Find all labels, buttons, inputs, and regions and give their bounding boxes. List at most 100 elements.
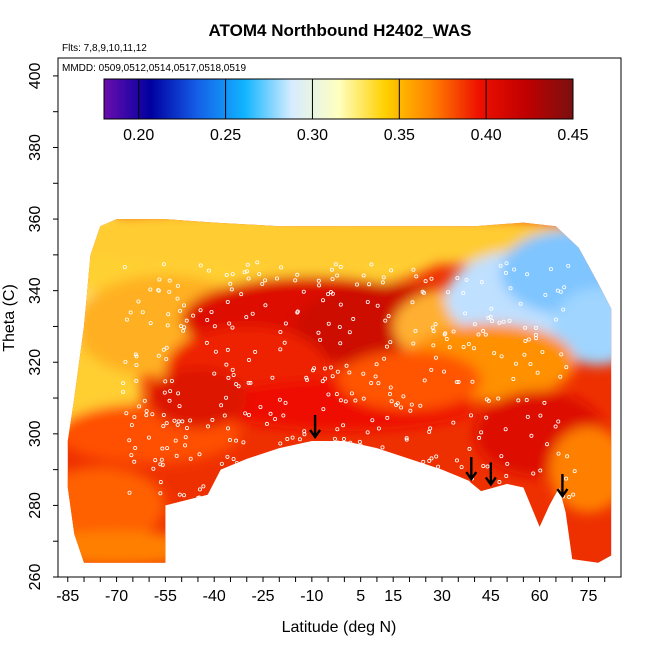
x-tick-label: 60 [531, 588, 549, 605]
sample-dot [277, 397, 282, 402]
sample-dot [282, 340, 287, 345]
sample-dot [403, 472, 408, 477]
sample-dot [390, 495, 395, 500]
sample-dot [525, 414, 530, 419]
sample-dot [341, 423, 346, 428]
sample-dot [281, 413, 286, 418]
sample-dot [324, 441, 329, 446]
sample-dot [156, 353, 161, 358]
sample-dot [304, 375, 309, 380]
sample-dot [258, 405, 263, 410]
sample-dot [176, 391, 181, 396]
sample-dot [451, 420, 456, 425]
sample-dot [161, 412, 166, 417]
sample-dot [408, 408, 413, 413]
sample-dot [181, 328, 186, 333]
sample-dot [158, 491, 163, 496]
arrow-marker [465, 457, 478, 482]
sample-dot [399, 405, 404, 410]
sample-dot [468, 413, 473, 418]
sample-dot [312, 443, 317, 448]
sample-dot [361, 273, 366, 278]
sample-dot [436, 464, 441, 469]
sample-dot [224, 362, 229, 367]
sample-dot [128, 310, 133, 315]
sample-dot [565, 454, 570, 459]
sample-dot [525, 272, 530, 277]
sample-dot [177, 492, 182, 497]
sample-dot [335, 273, 340, 278]
sample-dot [206, 268, 211, 273]
field-patch [67, 466, 166, 545]
colorbar-ticks: 0.20 0.25 0.30 0.35 0.40 0.45 [123, 79, 589, 144]
sample-dot [423, 279, 428, 284]
sample-dot [173, 438, 178, 443]
sample-dot [134, 378, 139, 383]
sample-dot [511, 376, 516, 381]
sample-dot [504, 474, 509, 479]
sample-dot [446, 290, 451, 295]
sample-dot [564, 365, 569, 370]
sample-dot [523, 338, 528, 343]
sample-dot [180, 419, 185, 424]
sample-dot [479, 280, 484, 285]
sample-dot [271, 489, 276, 494]
sample-dot [273, 416, 278, 421]
sample-dot [241, 440, 246, 445]
sample-dot [158, 462, 163, 467]
sample-dot [166, 312, 171, 317]
sample-dot [165, 446, 170, 451]
sample-dot [455, 276, 460, 281]
sample-dot [454, 380, 459, 385]
sample-dot [343, 399, 348, 404]
sample-dot [410, 300, 415, 305]
sample-dot [181, 303, 186, 308]
sample-dot [341, 437, 346, 442]
sample-dot [476, 332, 481, 337]
sample-dot [357, 439, 362, 444]
chart-title: ATOM4 Northbound H2402_WAS [209, 21, 472, 40]
sample-dot [285, 437, 290, 442]
colorbar-tick-label: 0.45 [557, 127, 588, 144]
sample-dot [442, 369, 447, 374]
sample-dot [201, 484, 206, 489]
sample-dot [386, 314, 391, 319]
sample-dot [129, 453, 134, 458]
sample-dot [248, 380, 253, 385]
sample-dot [254, 467, 259, 472]
sample-dot [274, 276, 279, 281]
sample-dot [293, 278, 298, 283]
sample-dot [225, 454, 230, 459]
sample-dot [132, 459, 137, 464]
sample-dot [184, 426, 189, 431]
sample-dot [184, 318, 189, 323]
sample-dot [157, 277, 162, 282]
sample-dot [379, 452, 384, 457]
sample-dot [553, 317, 558, 322]
sample-dot [264, 491, 269, 496]
sample-dot [167, 398, 172, 403]
sample-dot [399, 468, 404, 473]
sample-dot [333, 262, 338, 267]
sample-dot [456, 380, 461, 385]
sample-dot [451, 329, 456, 334]
sample-dot [538, 413, 543, 418]
sample-dot [311, 368, 316, 373]
colorbar-tick-label: 0.40 [471, 127, 502, 144]
sample-dot [356, 452, 361, 457]
sample-dot [351, 317, 356, 322]
sample-dot [499, 454, 504, 459]
sample-dot [158, 480, 163, 485]
sample-dot [442, 492, 447, 497]
sample-dot [505, 461, 510, 466]
sample-dot [553, 495, 558, 500]
sample-dot [248, 485, 253, 490]
sample-dot [427, 458, 432, 463]
sample-dot [326, 292, 331, 297]
sample-dot [198, 308, 203, 313]
sample-dot [263, 303, 268, 308]
sample-dot [225, 347, 230, 352]
sample-dot [338, 264, 343, 269]
sample-dot [338, 341, 343, 346]
sample-dot [160, 462, 165, 467]
